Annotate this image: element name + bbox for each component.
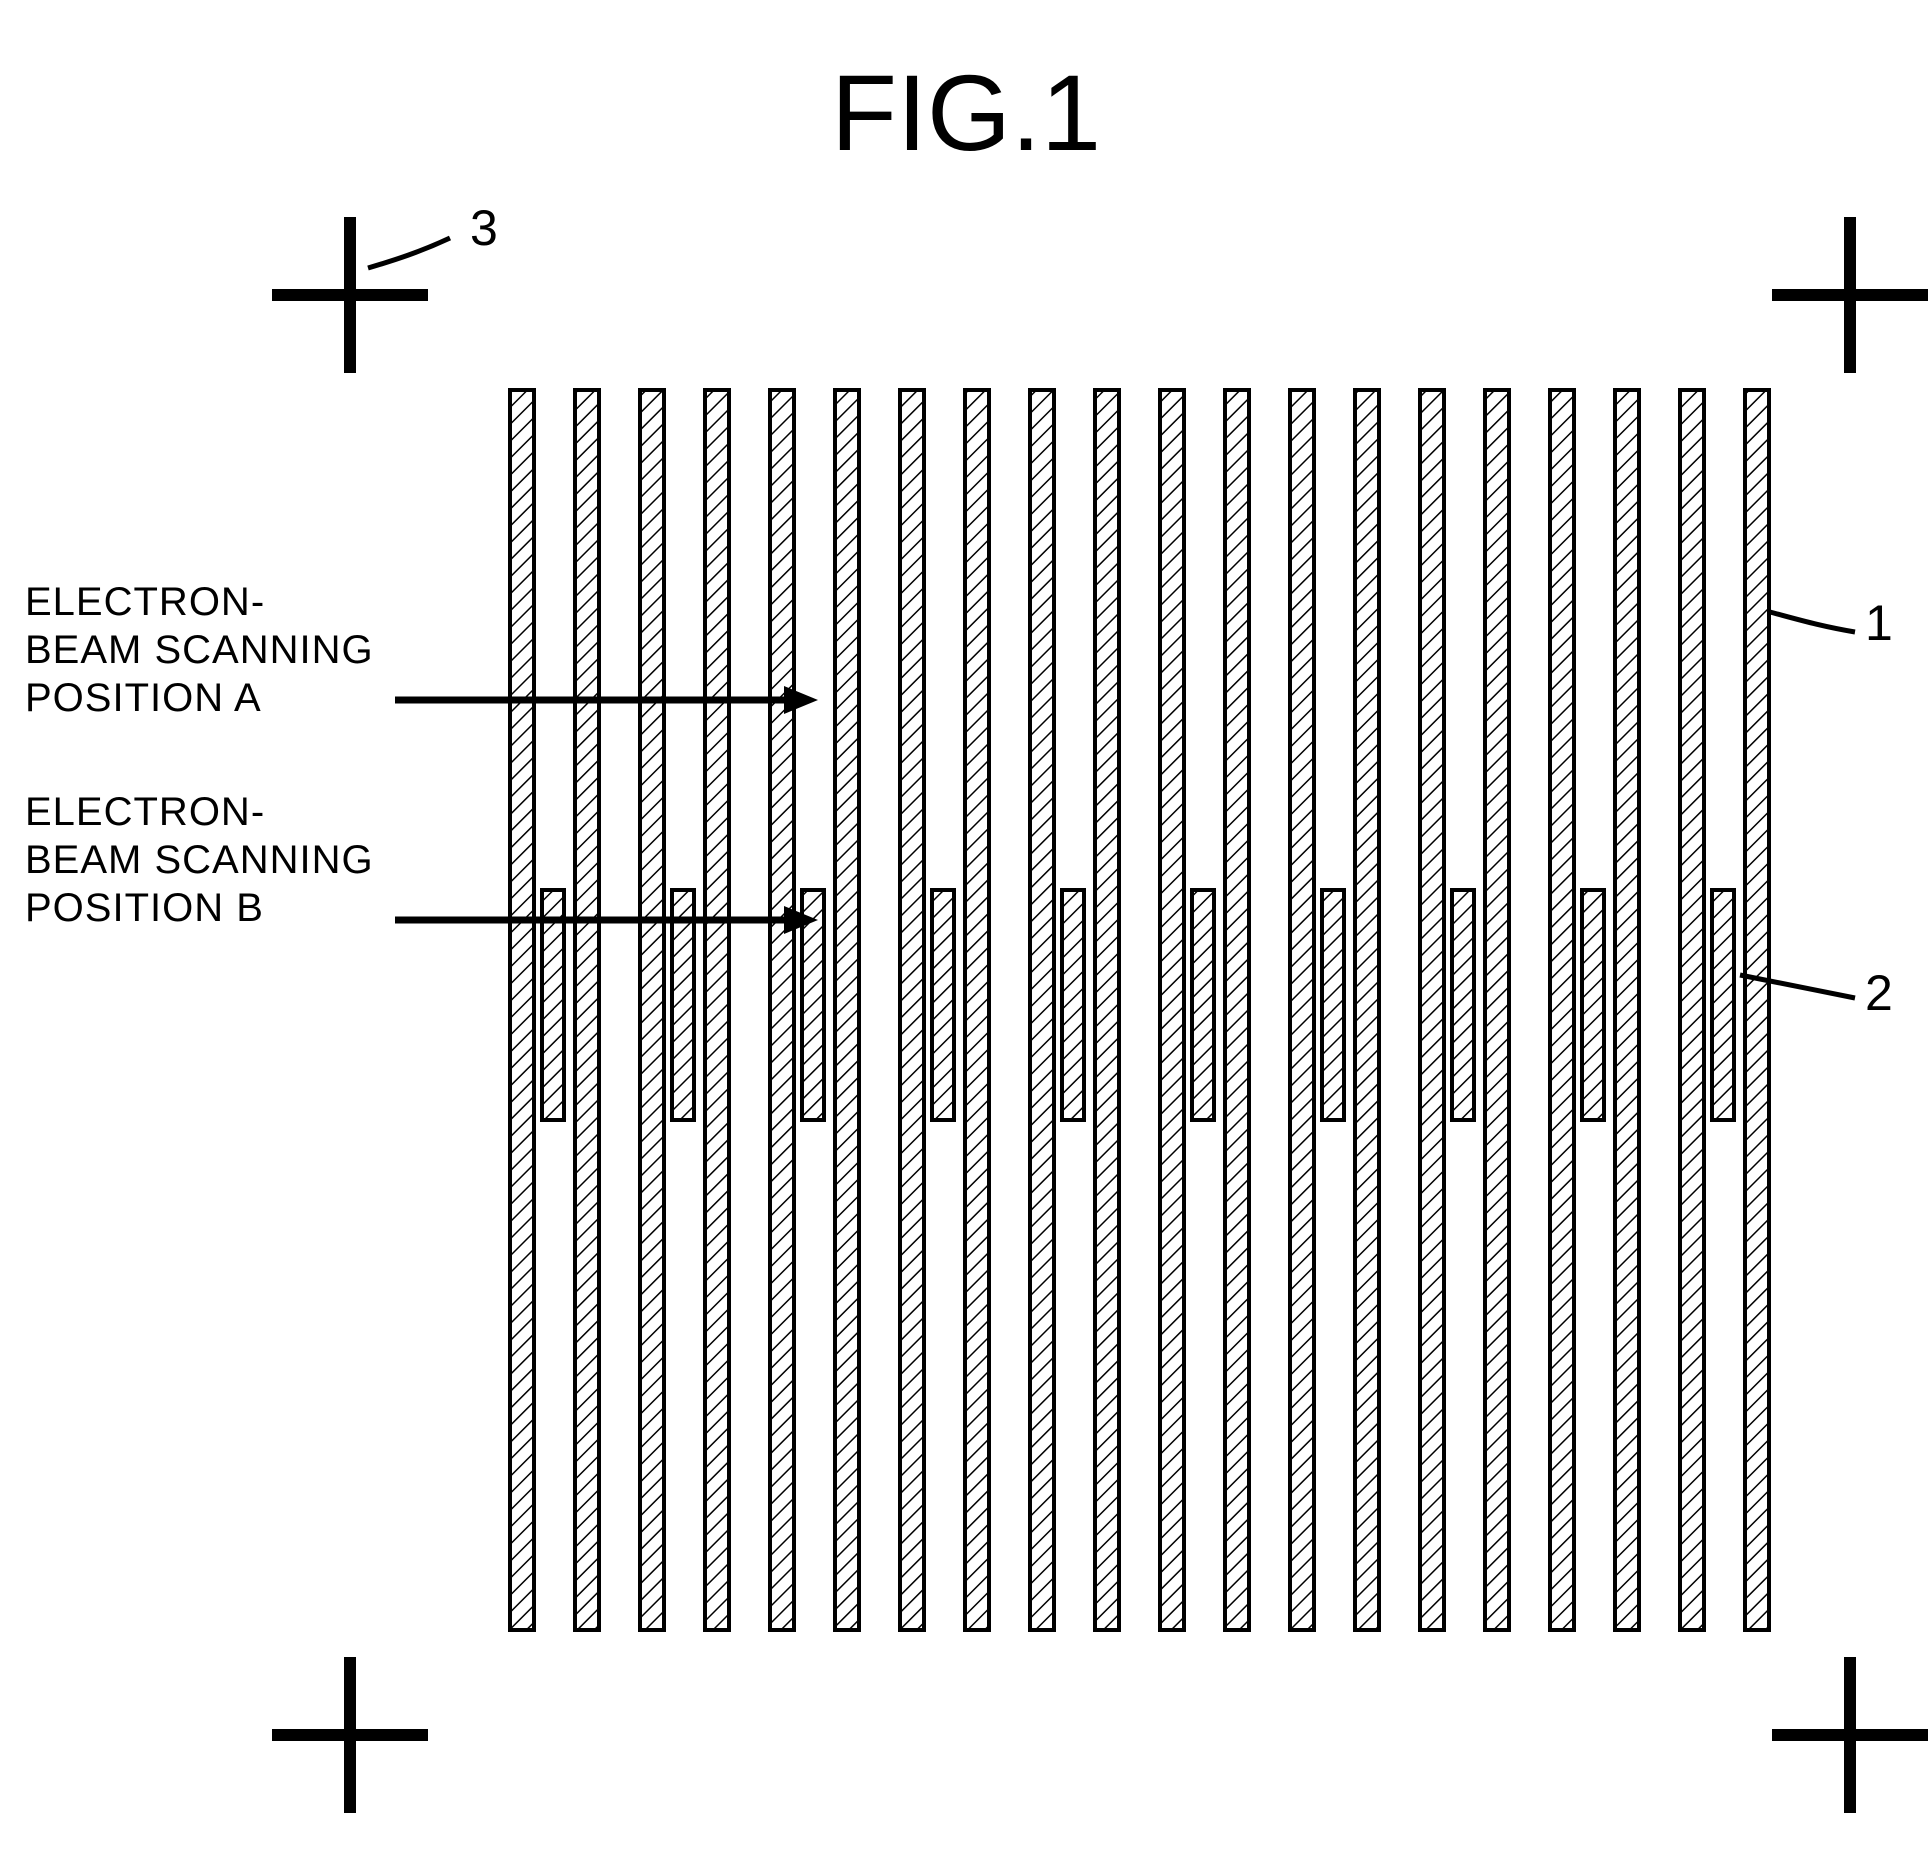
label-position-A-line: POSITION A xyxy=(25,676,262,720)
tall-bar xyxy=(1680,390,1704,1630)
tall-bar xyxy=(1030,390,1054,1630)
label-position-A-line: BEAM SCANNING xyxy=(25,628,374,672)
label-position-B-line: BEAM SCANNING xyxy=(25,838,374,882)
tall-bar xyxy=(1745,390,1769,1630)
figure-title: FIG.1 xyxy=(831,52,1101,173)
short-bar xyxy=(1192,890,1214,1120)
tall-bar xyxy=(1420,390,1444,1630)
short-bar xyxy=(932,890,954,1120)
short-bar xyxy=(672,890,694,1120)
tall-bar xyxy=(1225,390,1249,1630)
short-bar xyxy=(1712,890,1734,1120)
label-position-B-line: ELECTRON- xyxy=(25,790,265,834)
tall-bar xyxy=(705,390,729,1630)
tall-bar xyxy=(900,390,924,1630)
short-bar xyxy=(1452,890,1474,1120)
tall-bar xyxy=(770,390,794,1630)
tall-bar xyxy=(575,390,599,1630)
tall-bar xyxy=(1095,390,1119,1630)
callout-2-number: 2 xyxy=(1865,965,1894,1021)
short-bar xyxy=(1582,890,1604,1120)
short-bar xyxy=(1062,890,1084,1120)
tall-bar xyxy=(1290,390,1314,1630)
tall-bar xyxy=(1355,390,1379,1630)
tall-bar xyxy=(1615,390,1639,1630)
label-position-A-line: ELECTRON- xyxy=(25,580,265,624)
short-bar xyxy=(1322,890,1344,1120)
label-position-B-line: POSITION B xyxy=(25,886,264,930)
tall-bar xyxy=(510,390,534,1630)
short-bar xyxy=(542,890,564,1120)
tall-bar xyxy=(965,390,989,1630)
callout-3-number: 3 xyxy=(470,200,499,256)
callout-1-number: 1 xyxy=(1865,595,1894,651)
tall-bar xyxy=(1485,390,1509,1630)
tall-bar xyxy=(835,390,859,1630)
tall-bar xyxy=(1160,390,1184,1630)
tall-bar xyxy=(1550,390,1574,1630)
tall-bar xyxy=(640,390,664,1630)
